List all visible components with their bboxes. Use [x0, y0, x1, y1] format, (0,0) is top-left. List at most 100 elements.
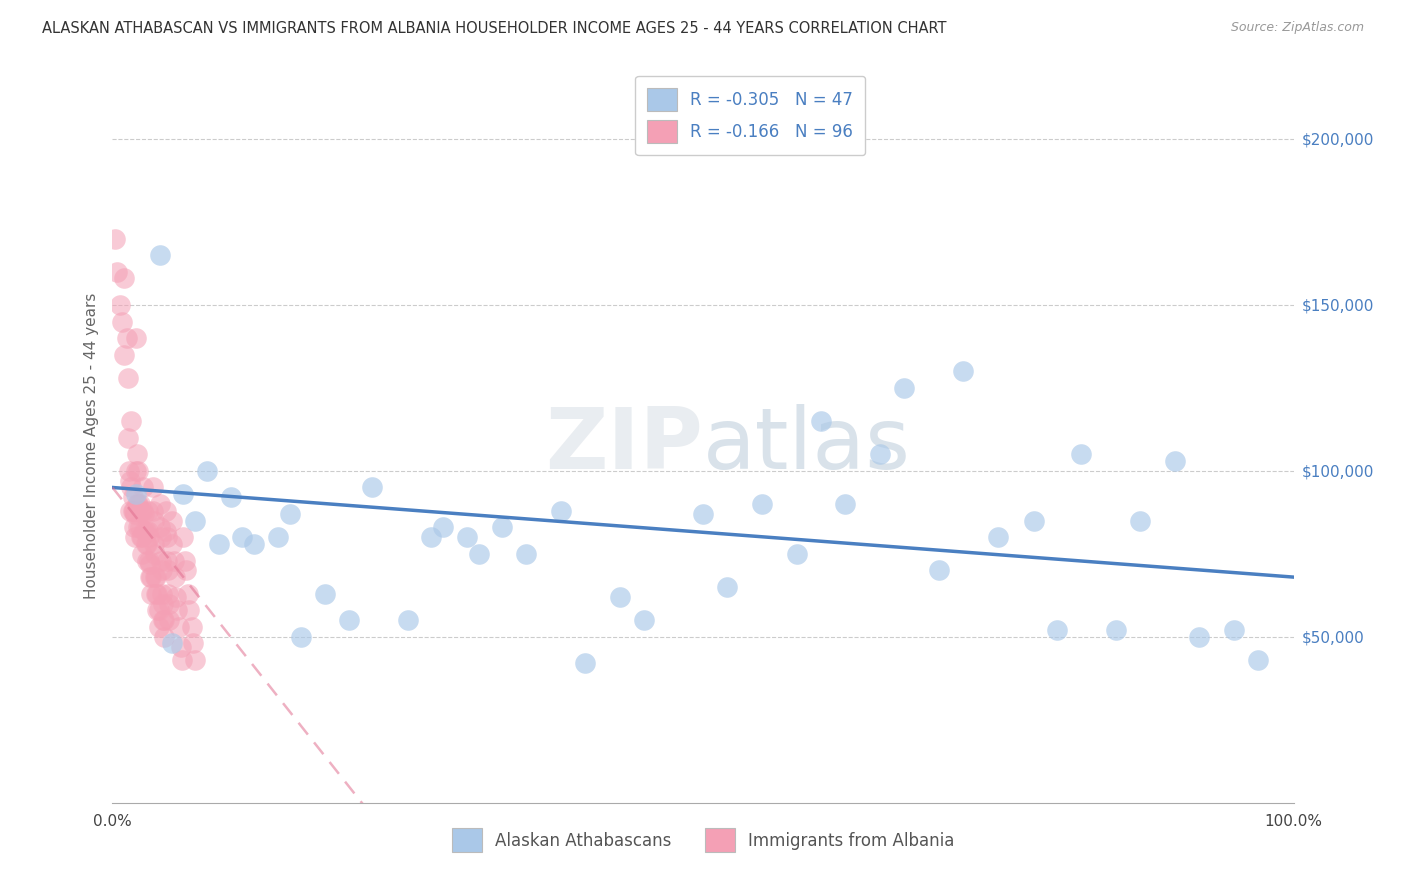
- Point: [127, 497, 149, 511]
- Point: [131, 547, 153, 561]
- Point: [550, 504, 572, 518]
- Point: [149, 248, 172, 262]
- Point: [138, 530, 160, 544]
- Point: [112, 271, 135, 285]
- Point: [135, 537, 157, 551]
- Point: [148, 620, 170, 634]
- Point: [138, 553, 160, 567]
- Point: [135, 537, 157, 551]
- Point: [120, 481, 142, 495]
- Point: [1188, 630, 1211, 644]
- Point: [120, 414, 142, 428]
- Point: [122, 504, 145, 518]
- Point: [174, 564, 197, 578]
- Point: [136, 524, 159, 538]
- Point: [139, 557, 162, 571]
- Point: [152, 597, 174, 611]
- Point: [1105, 624, 1128, 638]
- Point: [127, 464, 149, 478]
- Point: [120, 504, 142, 518]
- Point: [278, 507, 301, 521]
- Point: [149, 497, 172, 511]
- Point: [149, 553, 172, 567]
- Point: [105, 265, 128, 279]
- Point: [117, 431, 139, 445]
- Point: [125, 464, 148, 478]
- Point: [145, 570, 167, 584]
- Point: [184, 653, 207, 667]
- Point: [467, 547, 489, 561]
- Point: [145, 587, 167, 601]
- Point: [143, 570, 166, 584]
- Text: ALASKAN ATHABASCAN VS IMMIGRANTS FROM ALBANIA HOUSEHOLDER INCOME AGES 25 - 44 YE: ALASKAN ATHABASCAN VS IMMIGRANTS FROM AL…: [42, 21, 946, 36]
- Point: [142, 481, 165, 495]
- Point: [716, 580, 738, 594]
- Point: [1223, 624, 1246, 638]
- Point: [115, 331, 138, 345]
- Point: [156, 553, 179, 567]
- Point: [155, 524, 177, 538]
- Point: [208, 537, 231, 551]
- Point: [125, 331, 148, 345]
- Point: [142, 504, 165, 518]
- Point: [150, 564, 173, 578]
- Point: [420, 530, 443, 544]
- Point: [149, 530, 172, 544]
- Point: [112, 348, 135, 362]
- Point: [181, 636, 204, 650]
- Point: [633, 613, 655, 627]
- Point: [314, 587, 336, 601]
- Point: [243, 537, 266, 551]
- Point: [609, 590, 631, 604]
- Point: [267, 530, 290, 544]
- Point: [1070, 447, 1092, 461]
- Point: [141, 587, 163, 601]
- Point: [118, 464, 141, 478]
- Point: [290, 630, 312, 644]
- Point: [152, 613, 174, 627]
- Point: [150, 587, 173, 601]
- Point: [125, 487, 148, 501]
- Point: [1022, 514, 1045, 528]
- Point: [160, 514, 183, 528]
- Point: [121, 491, 143, 505]
- Point: [156, 530, 179, 544]
- Point: [180, 620, 202, 634]
- Point: [141, 570, 163, 584]
- Point: [143, 547, 166, 561]
- Point: [104, 231, 127, 245]
- Legend: Alaskan Athabascans, Immigrants from Albania: Alaskan Athabascans, Immigrants from Alb…: [444, 822, 962, 859]
- Point: [574, 657, 596, 671]
- Point: [834, 497, 856, 511]
- Point: [132, 481, 155, 495]
- Point: [1046, 624, 1069, 638]
- Point: [129, 504, 152, 518]
- Point: [361, 481, 384, 495]
- Point: [153, 630, 176, 644]
- Point: [153, 613, 176, 627]
- Point: [167, 620, 190, 634]
- Text: Source: ZipAtlas.com: Source: ZipAtlas.com: [1230, 21, 1364, 34]
- Point: [987, 530, 1010, 544]
- Point: [122, 520, 145, 534]
- Point: [195, 464, 218, 478]
- Point: [1164, 454, 1187, 468]
- Point: [111, 314, 134, 328]
- Point: [127, 520, 149, 534]
- Point: [456, 530, 478, 544]
- Point: [219, 491, 242, 505]
- Point: [120, 474, 142, 488]
- Point: [869, 447, 891, 461]
- Point: [127, 497, 149, 511]
- Point: [163, 553, 186, 567]
- Point: [170, 640, 193, 654]
- Point: [1129, 514, 1152, 528]
- Point: [117, 371, 139, 385]
- Point: [156, 564, 179, 578]
- Point: [157, 613, 180, 627]
- Point: [172, 530, 194, 544]
- Point: [124, 530, 146, 544]
- Point: [142, 537, 165, 551]
- Point: [337, 613, 360, 627]
- Point: [155, 504, 177, 518]
